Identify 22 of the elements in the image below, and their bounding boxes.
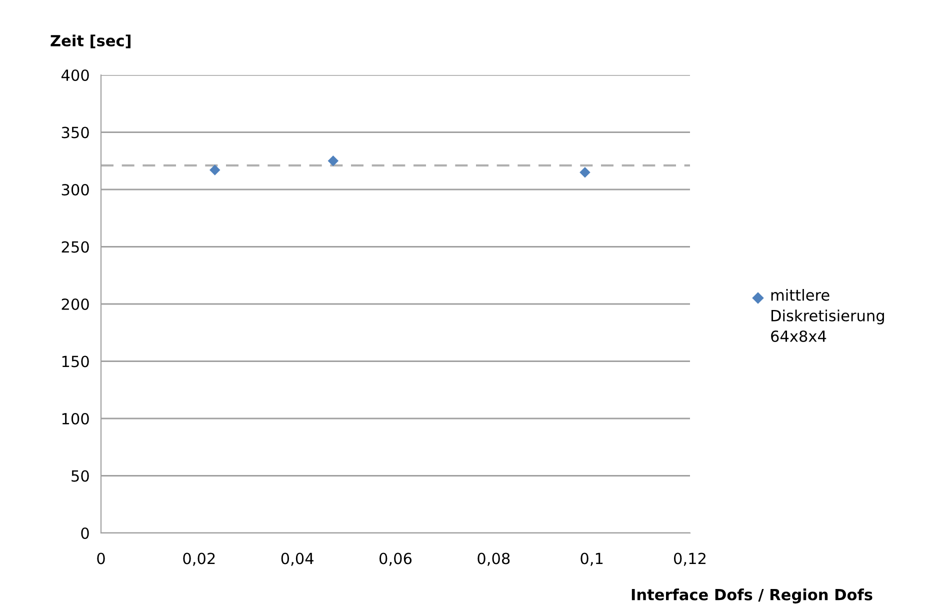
x-tick-label: 0 <box>97 552 105 564</box>
y-tick-label: 400 <box>61 69 89 82</box>
x-tick-label: 0,08 <box>478 552 510 566</box>
y-tick-label: 300 <box>62 184 89 196</box>
point <box>580 166 590 178</box>
y-tick-label: 150 <box>62 356 89 368</box>
y-tick-label: 250 <box>62 241 89 253</box>
y-tick-label: 200 <box>62 298 89 310</box>
x-tick-label: 0,04 <box>281 552 314 566</box>
point <box>209 164 220 176</box>
x-tick-label: 0,12 <box>674 552 706 566</box>
x-axis-title: Interface Dofs / Region Dofs <box>632 588 872 604</box>
x-tick-label: 0,02 <box>183 552 215 566</box>
x-tick-label: 0,1 <box>580 552 603 566</box>
y-tick-label: 100 <box>62 412 89 425</box>
y-axis-title: Zeit [sec] <box>50 34 130 48</box>
legend-label: mittlere Diskretisierung 64x8x4 <box>771 289 884 342</box>
y-tick-label: 350 <box>62 126 89 138</box>
y-tick-label: 0 <box>81 527 89 540</box>
x-tick-label: 0,06 <box>380 552 412 566</box>
y-tick-label: 50 <box>72 470 89 482</box>
point <box>328 155 339 166</box>
